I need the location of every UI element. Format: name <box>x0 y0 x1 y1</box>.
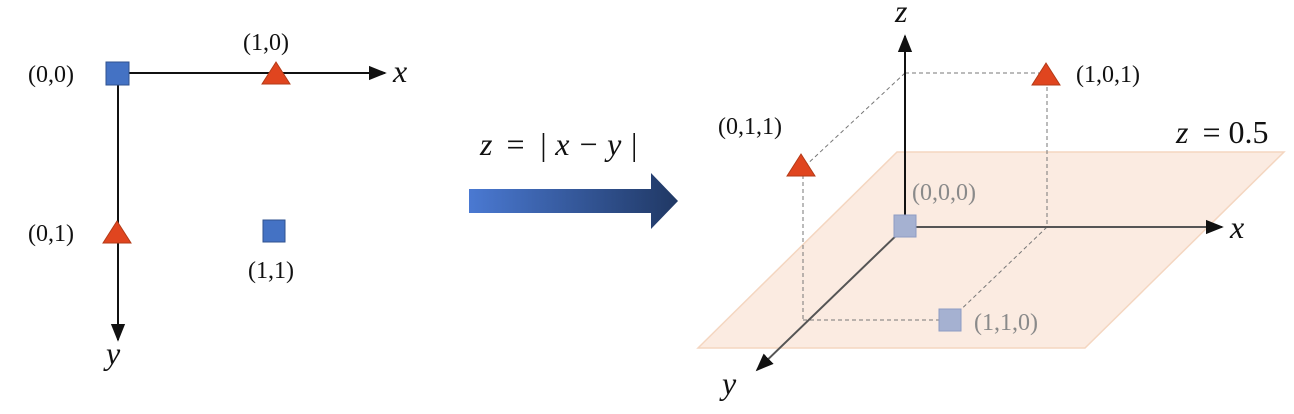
plane-z-0-5 <box>696 151 1286 349</box>
right-panel: z x y z = 0.5 (0,0,0) (1,0,1) (0,1,1) (1… <box>696 0 1286 401</box>
left-y-axis-label: y <box>103 335 121 371</box>
point-1-0-1-label: (1,0,1) <box>1076 62 1140 88</box>
left-x-axis-label: x <box>392 53 407 89</box>
point-1-1-square <box>262 219 286 243</box>
left-panel: x y (0,0) (1,0) (0,1) (1,1) <box>28 30 407 371</box>
point-1-0-label: (1,0) <box>243 30 289 56</box>
mapping-arrow <box>469 173 678 229</box>
point-0-1-triangle <box>102 220 132 244</box>
point-0-1-1-label: (0,1,1) <box>718 114 782 140</box>
guide-lines <box>802 72 1048 321</box>
point-0-0-square <box>105 61 130 86</box>
point-0-0-0-label: (0,0,0) <box>912 180 976 206</box>
right-x-axis-label: x <box>1229 209 1244 245</box>
plane-label: z = 0.5 <box>1175 114 1269 150</box>
right-z-axis-label: z <box>894 0 908 29</box>
point-1-1-0-square <box>938 308 962 332</box>
point-1-1-0-label: (1,1,0) <box>974 310 1038 336</box>
point-0-0-0-square <box>893 214 917 238</box>
formula: z = | x − y | <box>479 126 638 162</box>
right-y-axis-label: y <box>719 365 737 401</box>
right-y-axis <box>755 226 906 372</box>
point-1-0-triangle <box>261 61 291 85</box>
point-0-1-1-triangle <box>786 153 816 177</box>
point-0-1-label: (0,1) <box>28 221 74 247</box>
transform: z = | x − y | <box>469 126 678 229</box>
point-1-0-1-triangle <box>1031 62 1061 86</box>
point-0-0-label: (0,0) <box>28 62 74 88</box>
point-1-1-label: (1,1) <box>248 258 294 284</box>
